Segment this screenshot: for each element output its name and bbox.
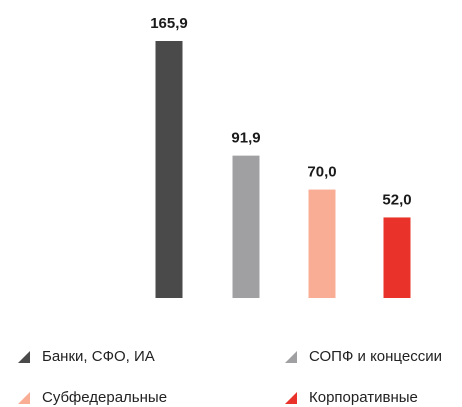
legend-marker (285, 351, 297, 363)
legend-label: Банки, СФО, ИА (42, 348, 155, 365)
value-label: 91,9 (231, 130, 260, 147)
legend-marker (285, 392, 297, 404)
legend-label: СОПФ и концессии (309, 348, 442, 365)
legend-marker (18, 392, 30, 404)
bar (308, 189, 336, 298)
bar (383, 217, 411, 298)
bar (155, 41, 183, 298)
legend-label: Субфедеральные (42, 389, 167, 406)
legend-label: Корпоративные (309, 389, 418, 406)
value-label: 165,9 (150, 15, 188, 32)
legend-marker (18, 351, 30, 363)
bar (232, 155, 260, 298)
value-label: 70,0 (307, 164, 336, 181)
value-label: 52,0 (382, 191, 411, 208)
